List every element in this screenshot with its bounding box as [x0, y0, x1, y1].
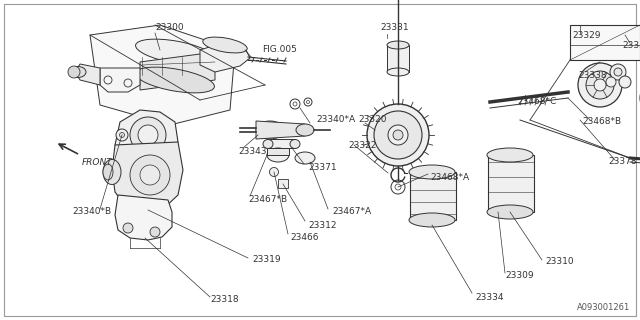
- Ellipse shape: [203, 37, 247, 53]
- Polygon shape: [200, 42, 250, 72]
- Circle shape: [269, 167, 278, 177]
- Polygon shape: [267, 148, 289, 155]
- Circle shape: [586, 71, 614, 99]
- Polygon shape: [268, 139, 295, 148]
- Text: 23378: 23378: [608, 157, 637, 166]
- Circle shape: [68, 66, 80, 78]
- Text: 23318: 23318: [210, 295, 239, 305]
- Polygon shape: [278, 179, 288, 188]
- Circle shape: [130, 155, 170, 195]
- Ellipse shape: [387, 68, 409, 76]
- Ellipse shape: [296, 124, 314, 136]
- Text: 23312: 23312: [308, 220, 337, 229]
- Circle shape: [578, 63, 622, 107]
- Circle shape: [594, 79, 606, 91]
- Ellipse shape: [374, 111, 422, 159]
- Text: A093001261: A093001261: [577, 303, 630, 312]
- Ellipse shape: [103, 164, 113, 180]
- Ellipse shape: [295, 152, 315, 164]
- Text: 23468*A: 23468*A: [430, 172, 469, 181]
- Text: 23468*B: 23468*B: [582, 117, 621, 126]
- Polygon shape: [100, 68, 140, 92]
- Polygon shape: [410, 172, 456, 220]
- Text: FRONT: FRONT: [82, 158, 113, 167]
- Ellipse shape: [136, 67, 214, 93]
- Ellipse shape: [70, 67, 86, 77]
- Polygon shape: [570, 25, 640, 60]
- Circle shape: [610, 64, 626, 80]
- Text: 23331: 23331: [380, 23, 408, 33]
- Polygon shape: [112, 142, 183, 212]
- Circle shape: [116, 129, 128, 141]
- Text: 23371: 23371: [308, 164, 337, 172]
- Circle shape: [123, 223, 133, 233]
- Text: 23351: 23351: [622, 41, 640, 50]
- Polygon shape: [488, 155, 534, 212]
- Polygon shape: [115, 110, 178, 162]
- Polygon shape: [140, 52, 215, 90]
- Text: 23334: 23334: [475, 293, 504, 302]
- Text: 23466: 23466: [290, 234, 319, 243]
- Ellipse shape: [387, 41, 409, 49]
- Text: 23467*B: 23467*B: [248, 196, 287, 204]
- Circle shape: [140, 165, 160, 185]
- Ellipse shape: [487, 205, 533, 219]
- Ellipse shape: [103, 159, 121, 185]
- Text: 23338: 23338: [578, 70, 607, 79]
- Polygon shape: [387, 45, 409, 72]
- Text: 23310: 23310: [545, 258, 573, 267]
- Ellipse shape: [136, 39, 214, 65]
- Text: 23340*A: 23340*A: [316, 116, 355, 124]
- Polygon shape: [256, 121, 305, 139]
- Text: 23309: 23309: [505, 271, 534, 281]
- Polygon shape: [90, 25, 235, 125]
- Circle shape: [606, 77, 616, 87]
- Text: 23329: 23329: [572, 30, 600, 39]
- Ellipse shape: [263, 140, 273, 148]
- Text: FIG.005: FIG.005: [262, 45, 297, 54]
- Circle shape: [120, 132, 125, 138]
- Ellipse shape: [409, 165, 455, 179]
- Text: 23320: 23320: [358, 116, 387, 124]
- Text: 23319: 23319: [252, 255, 280, 265]
- Ellipse shape: [256, 121, 284, 139]
- Circle shape: [150, 227, 160, 237]
- Text: 23340*B: 23340*B: [72, 207, 111, 217]
- Polygon shape: [75, 64, 100, 85]
- Ellipse shape: [290, 140, 300, 148]
- Circle shape: [619, 76, 631, 88]
- Text: 23343: 23343: [238, 148, 266, 156]
- Polygon shape: [115, 195, 172, 240]
- Circle shape: [130, 117, 166, 153]
- Text: 23300: 23300: [155, 23, 184, 33]
- Text: 23468*C: 23468*C: [517, 98, 556, 107]
- Circle shape: [614, 68, 622, 76]
- Ellipse shape: [267, 148, 289, 162]
- Ellipse shape: [393, 130, 403, 140]
- Ellipse shape: [487, 148, 533, 162]
- Text: 23322: 23322: [348, 140, 376, 149]
- Ellipse shape: [388, 125, 408, 145]
- Ellipse shape: [367, 104, 429, 166]
- Text: 23467*A: 23467*A: [332, 207, 371, 217]
- Ellipse shape: [409, 213, 455, 227]
- Circle shape: [138, 125, 158, 145]
